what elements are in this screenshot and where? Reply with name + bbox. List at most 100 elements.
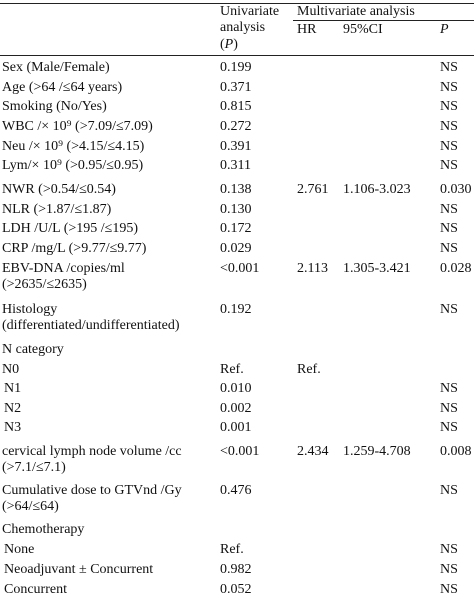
row-label: Histology (differentiated/undifferentiate… (2, 302, 180, 334)
row-label: None (4, 542, 34, 558)
multivariate-p-cell: NS (440, 139, 458, 154)
row-label-line: Chemotherapy (2, 522, 85, 537)
univariate-p-cell: <0.001 (220, 444, 260, 459)
row-label: Lym/× 10⁹ (>0.95/≤0.95) (2, 158, 143, 174)
ci-cell: 1.106-3.023 (343, 182, 411, 197)
row-label: CRP /mg/L (>9.77/≤9.77) (2, 241, 146, 257)
row-label-line: Smoking (No/Yes) (2, 99, 107, 114)
univariate-p-cell: 0.002 (220, 401, 252, 416)
row-label-line: Histology (2, 302, 58, 317)
row-label: Cumulative dose to GTVnd /Gy (>64/≤64) (2, 483, 182, 515)
row-label: WBC /× 10⁹ (>7.09/≤7.09) (2, 119, 153, 135)
row-label-line: WBC /× 10⁹ (>7.09/≤7.09) (2, 119, 153, 134)
row-label: Smoking (No/Yes) (2, 99, 107, 115)
row-label-line: cervical lymph node volume /cc (2, 444, 182, 459)
header-ci: 95%CI (343, 22, 383, 37)
univariate-p-cell: 0.001 (220, 420, 252, 435)
row-label: NWR (>0.54/≤0.54) (2, 182, 116, 198)
multivariate-p-cell: NS (440, 582, 458, 597)
row-label-line-2: (>2635/≤2635) (2, 277, 87, 292)
row-label-line: Neu /× 10⁹ (>4.15/≤4.15) (2, 139, 145, 154)
ci-cell: 1.305-3.421 (343, 261, 411, 276)
multivariate-p-cell: NS (440, 542, 458, 557)
row-label: EBV-DNA /copies/ml (>2635/≤2635) (2, 261, 125, 293)
univariate-p-cell: 0.010 (220, 381, 252, 396)
header-hr: HR (297, 22, 317, 37)
row-label: Age (>64 /≤64 years) (2, 80, 122, 96)
multivariate-p-cell: 0.030 (440, 182, 472, 197)
row-label-line: Concurrent (4, 582, 67, 597)
univariate-p-cell: 0.311 (220, 158, 251, 173)
row-label-line: N category (2, 342, 64, 357)
hr-cell: 2.761 (297, 182, 329, 197)
row-label-line: LDH /U/L (>195 /≤195) (2, 221, 138, 236)
univariate-p-cell: <0.001 (220, 261, 260, 276)
row-label: cervical lymph node volume /cc (>7.1/≤7.1… (2, 444, 182, 476)
hr-cell: 2.434 (297, 444, 329, 459)
header-univariate-analysis: analysis (220, 20, 266, 35)
multivariate-p-cell: NS (440, 241, 458, 256)
multivariate-p-cell: NS (440, 221, 458, 236)
row-label: N3 (4, 420, 21, 436)
header-p: P (440, 22, 449, 37)
row-label-line-2: (>64/≤64) (2, 499, 59, 514)
row-label-line: Age (>64 /≤64 years) (2, 80, 123, 95)
univariate-p-cell: 0.391 (220, 139, 252, 154)
row-label-line: None (4, 542, 35, 557)
univariate-p-cell: 0.029 (220, 241, 252, 256)
hr-cell: 2.113 (297, 261, 328, 276)
row-label: Sex (Male/Female) (2, 60, 110, 76)
row-label-line: Neoadjuvant ± Concurrent (4, 562, 154, 577)
row-label-line: NWR (>0.54/≤0.54) (2, 182, 116, 197)
univariate-p-cell: 0.138 (220, 182, 252, 197)
row-label: N category (2, 342, 64, 358)
univariate-p-cell: Ref. (220, 542, 244, 557)
table-top-rule (0, 3, 474, 4)
row-label: LDH /U/L (>195 /≤195) (2, 221, 138, 237)
row-label: N0 (2, 362, 19, 378)
multivariate-p-cell: NS (440, 158, 458, 173)
multivariate-p-cell: NS (440, 202, 458, 217)
multivariate-p-cell: 0.028 (440, 261, 472, 276)
row-label: Chemotherapy (2, 522, 84, 538)
row-label: N2 (4, 401, 21, 417)
row-label-line: NLR (>1.87/≤1.87) (2, 202, 112, 217)
row-label-line: Cumulative dose to GTVnd /Gy (2, 483, 182, 498)
header-bottom-rule (0, 55, 474, 56)
ci-cell: 1.259-4.708 (343, 444, 411, 459)
multivariate-p-cell: 0.008 (440, 444, 472, 459)
multivariate-p-cell: NS (440, 119, 458, 134)
row-label: NLR (>1.87/≤1.87) (2, 202, 111, 218)
row-label: Neoadjuvant ± Concurrent (4, 562, 153, 578)
row-label: Neu /× 10⁹ (>4.15/≤4.15) (2, 139, 144, 155)
header-univariate-p-italic: P (224, 37, 234, 52)
multivariate-p-cell: NS (440, 562, 458, 577)
univariate-p-cell: 0.199 (220, 60, 252, 75)
univariate-p-cell: 0.172 (220, 221, 252, 236)
univariate-p-cell: 0.052 (220, 582, 252, 597)
row-label-line: N0 (2, 362, 20, 377)
row-label-line: Lym/× 10⁹ (>0.95/≤0.95) (2, 158, 144, 173)
row-label-line: CRP /mg/L (>9.77/≤9.77) (2, 241, 147, 256)
univariate-p-cell: 0.130 (220, 202, 252, 217)
hr-cell: Ref. (297, 362, 321, 377)
row-label-line: N2 (4, 401, 22, 416)
row-label: N1 (4, 381, 21, 397)
row-label-line: EBV-DNA /copies/ml (2, 261, 125, 276)
row-label-line-2: (differentiated/undifferentiated) (2, 318, 180, 333)
row-label: Concurrent (4, 582, 67, 598)
multivariate-p-cell: NS (440, 99, 458, 114)
multivariate-p-cell: NS (440, 302, 458, 317)
univariate-p-cell: 0.815 (220, 99, 252, 114)
univariate-p-cell: 0.476 (220, 483, 252, 498)
row-label-line: Sex (Male/Female) (2, 60, 110, 75)
multivariate-p-cell: NS (440, 80, 458, 95)
header-univariate-p: (P) (220, 37, 238, 52)
header-univariate: Univariate (220, 4, 280, 19)
header-multivariate: Multivariate analysis (297, 4, 415, 19)
univariate-p-cell: Ref. (220, 362, 244, 377)
multivariate-p-cell: NS (440, 60, 458, 75)
univariate-p-cell: 0.192 (220, 302, 252, 317)
univariate-p-cell: 0.272 (220, 119, 252, 134)
multivariate-p-cell: NS (440, 420, 458, 435)
